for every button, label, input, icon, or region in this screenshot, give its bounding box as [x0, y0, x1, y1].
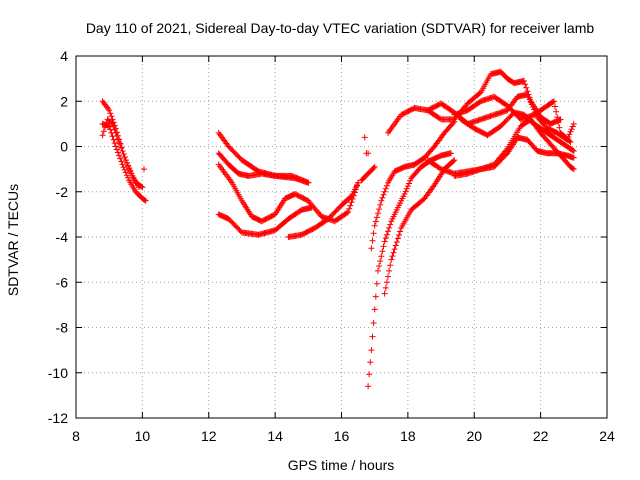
- plus-markers: [451, 116, 577, 179]
- series-track-c5: [358, 163, 378, 184]
- plus-markers: [99, 98, 147, 191]
- series-track-c3: [368, 118, 458, 252]
- grid: [76, 56, 607, 418]
- plus-markers: [368, 118, 458, 252]
- y-tick-label: -12: [48, 410, 68, 426]
- series-track-b5: [285, 179, 362, 240]
- y-axis-ticks: 4 2 0 -2 -4 -6 -8 -10 -12: [48, 48, 607, 426]
- series-track-b4: [215, 204, 315, 238]
- plus-markers: [365, 150, 454, 390]
- x-tick-label: 24: [599, 428, 615, 444]
- plus-markers: [99, 116, 143, 191]
- series-track-a1: [99, 98, 147, 191]
- chart-title: Day 110 of 2021, Sidereal Day-to-day VTE…: [86, 20, 595, 36]
- x-tick-label: 16: [334, 428, 350, 444]
- y-tick-label: 0: [60, 139, 68, 155]
- plus-markers: [381, 157, 458, 297]
- series-track-d3: [424, 91, 577, 143]
- plus-markers: [361, 134, 372, 157]
- y-tick-label: -8: [56, 320, 69, 336]
- plus-markers: [99, 120, 149, 204]
- plus-markers: [285, 179, 362, 240]
- series-track-c1: [361, 134, 372, 157]
- series-track-e2: [451, 116, 577, 179]
- x-tick-label: 22: [533, 428, 549, 444]
- plus-markers: [215, 150, 312, 186]
- y-tick-label: -4: [56, 229, 69, 245]
- data-marks: [99, 68, 577, 390]
- y-tick-label: -2: [56, 184, 69, 200]
- x-axis-label: GPS time / hours: [288, 457, 395, 473]
- x-tick-label: 18: [400, 428, 416, 444]
- plus-markers: [358, 163, 378, 184]
- plus-markers: [424, 91, 577, 143]
- series-track-b2: [215, 150, 312, 186]
- plot-frame: [75, 55, 608, 419]
- x-tick-label: 20: [466, 428, 482, 444]
- series-track-c2: [365, 150, 454, 390]
- x-tick-label: 8: [72, 428, 80, 444]
- x-tick-label: 12: [201, 428, 217, 444]
- x-tick-label: 10: [135, 428, 151, 444]
- plus-markers: [215, 204, 315, 238]
- series-track-a3: [99, 116, 143, 191]
- y-axis-label: SDTVAR / TECUs: [5, 184, 21, 296]
- y-tick-label: -10: [48, 365, 68, 381]
- y-tick-label: 2: [60, 93, 68, 109]
- series-track-a2: [99, 120, 149, 204]
- y-tick-label: 4: [60, 48, 68, 64]
- y-tick-label: -6: [56, 274, 69, 290]
- x-tick-label: 14: [267, 428, 283, 444]
- series-track-c4: [381, 157, 458, 297]
- x-axis-ticks: 8 10 12 14 16 18 20 22 24: [72, 56, 615, 444]
